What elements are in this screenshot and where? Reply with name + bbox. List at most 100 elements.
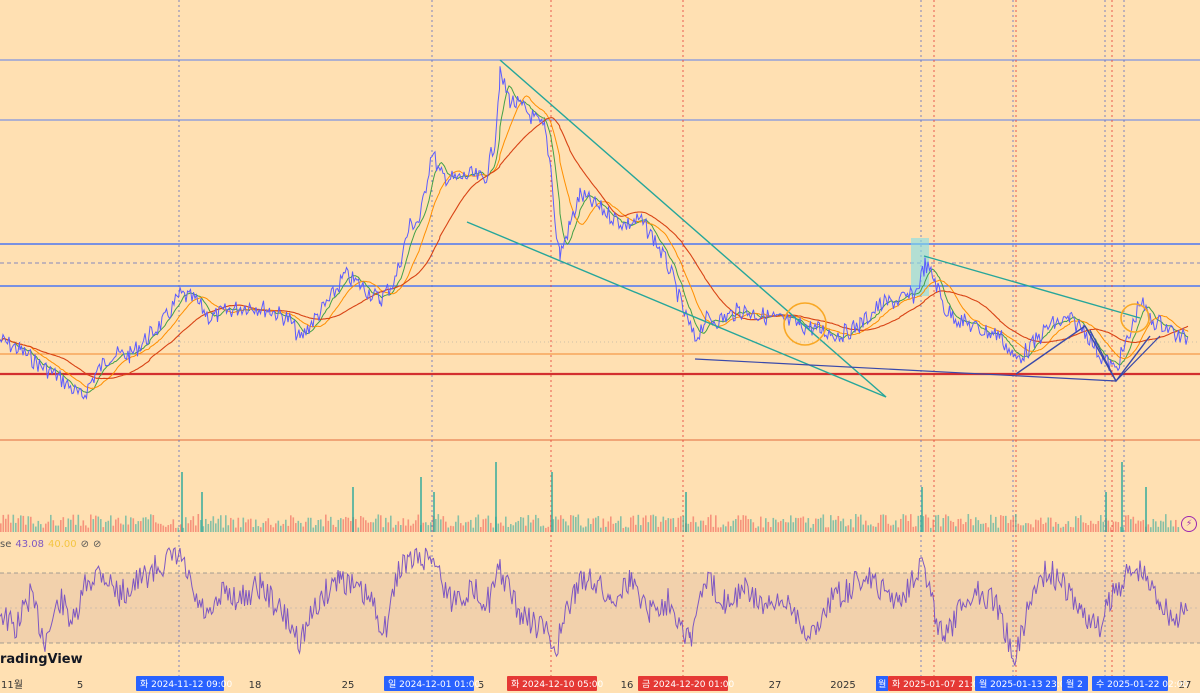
volume-bar xyxy=(372,522,375,532)
volume-bar xyxy=(567,525,570,532)
volume-bar xyxy=(125,515,127,532)
hide-icon[interactable]: ⊘ xyxy=(80,539,90,550)
volume-bar xyxy=(470,519,472,532)
hide-icon[interactable]: ⊘ xyxy=(93,539,102,550)
volume-bar xyxy=(402,518,405,532)
volume-bar xyxy=(395,524,397,532)
volume-bar xyxy=(570,515,572,532)
volume-bar xyxy=(230,517,232,532)
volume-bars xyxy=(0,462,1180,532)
volume-bar xyxy=(765,518,767,532)
volume-bar xyxy=(975,517,977,532)
volume-bar xyxy=(450,525,452,532)
trendline[interactable] xyxy=(923,255,1141,319)
volume-bar xyxy=(852,527,855,532)
volume-bar xyxy=(655,516,657,532)
volume-bar xyxy=(102,527,105,532)
volume-bar xyxy=(530,522,532,532)
volume-bar xyxy=(90,514,92,532)
volume-bar xyxy=(1072,527,1075,532)
volume-bar xyxy=(1087,525,1090,532)
volume-bar xyxy=(330,516,332,532)
volume-bar xyxy=(725,526,727,532)
volume-bar xyxy=(955,526,957,532)
volume-bar xyxy=(162,525,165,532)
volume-bar xyxy=(742,515,745,532)
volume-bar xyxy=(187,523,190,532)
volume-bar xyxy=(442,516,445,532)
volume-bar xyxy=(465,522,467,532)
volume-bar xyxy=(927,517,930,532)
volume-bar xyxy=(592,518,595,532)
volume-bar xyxy=(2,514,5,532)
volume-bar xyxy=(1047,517,1050,532)
volume-bar xyxy=(1082,522,1085,532)
x-tick-label: 5 xyxy=(77,680,83,691)
x-tick-label: 27 xyxy=(1179,680,1192,691)
volume-bar xyxy=(722,524,725,532)
volume-bar xyxy=(1025,523,1027,532)
volume-bar xyxy=(740,519,742,532)
volume-bar xyxy=(117,517,120,532)
volume-bar xyxy=(1172,526,1175,532)
trendline[interactable] xyxy=(1089,329,1161,383)
trendline[interactable] xyxy=(466,221,887,398)
volume-bar xyxy=(1075,516,1077,532)
lightning-icon[interactable]: ⚡ xyxy=(1181,516,1197,532)
highlight-circle[interactable] xyxy=(1120,303,1150,333)
trendline[interactable] xyxy=(694,358,1117,382)
volume-bar xyxy=(837,515,840,532)
volume-bar xyxy=(982,523,985,532)
volume-bar xyxy=(1057,523,1060,532)
volume-bar xyxy=(287,525,290,532)
date-flag-label: 월 xyxy=(878,678,886,690)
volume-bar xyxy=(472,527,475,532)
volume-bar xyxy=(15,522,17,532)
volume-bar xyxy=(1102,521,1105,532)
trendline[interactable] xyxy=(1015,324,1151,383)
volume-bar xyxy=(575,517,577,532)
volume-bar xyxy=(340,518,342,532)
highlight-circle[interactable] xyxy=(783,302,827,346)
volume-bar xyxy=(272,527,275,532)
volume-bar xyxy=(1045,522,1047,532)
volume-bar xyxy=(195,525,197,532)
volume-bar xyxy=(580,525,582,532)
volume-bar xyxy=(960,518,962,532)
volume-bar xyxy=(762,527,765,532)
volume-bar xyxy=(1127,515,1130,532)
x-tick-label: 2025 xyxy=(830,680,855,691)
volume-bar xyxy=(260,527,262,532)
date-flag-label: 월 2025-01-13 23:00 xyxy=(979,678,1072,690)
trendline[interactable] xyxy=(499,59,887,398)
volume-bar xyxy=(622,527,625,532)
volume-bar xyxy=(507,526,510,532)
volume-bar xyxy=(275,523,277,532)
volume-bar xyxy=(825,527,827,532)
volume-bar xyxy=(922,516,925,532)
volume-bar xyxy=(867,525,870,532)
volume-bar xyxy=(735,519,737,532)
volume-bar xyxy=(827,527,830,532)
volume-bar xyxy=(37,520,40,532)
volume-bar xyxy=(1135,523,1137,532)
volume-bar xyxy=(675,527,677,532)
volume-bar xyxy=(965,522,967,532)
volume-bar xyxy=(35,526,37,532)
volume-bar xyxy=(702,520,705,532)
volume-bar xyxy=(360,515,362,532)
volume-bar xyxy=(967,514,970,532)
volume-bar xyxy=(992,522,995,532)
volume-bar xyxy=(337,519,340,532)
trendlines[interactable] xyxy=(466,59,1161,398)
volume-bar xyxy=(97,516,100,532)
date-flag xyxy=(638,676,728,691)
volume-bar xyxy=(475,517,477,532)
volume-bar xyxy=(142,517,145,532)
volume-bar xyxy=(357,527,360,532)
volume-bar xyxy=(202,526,205,532)
volume-bar xyxy=(682,515,685,532)
volume-bar xyxy=(425,522,427,532)
